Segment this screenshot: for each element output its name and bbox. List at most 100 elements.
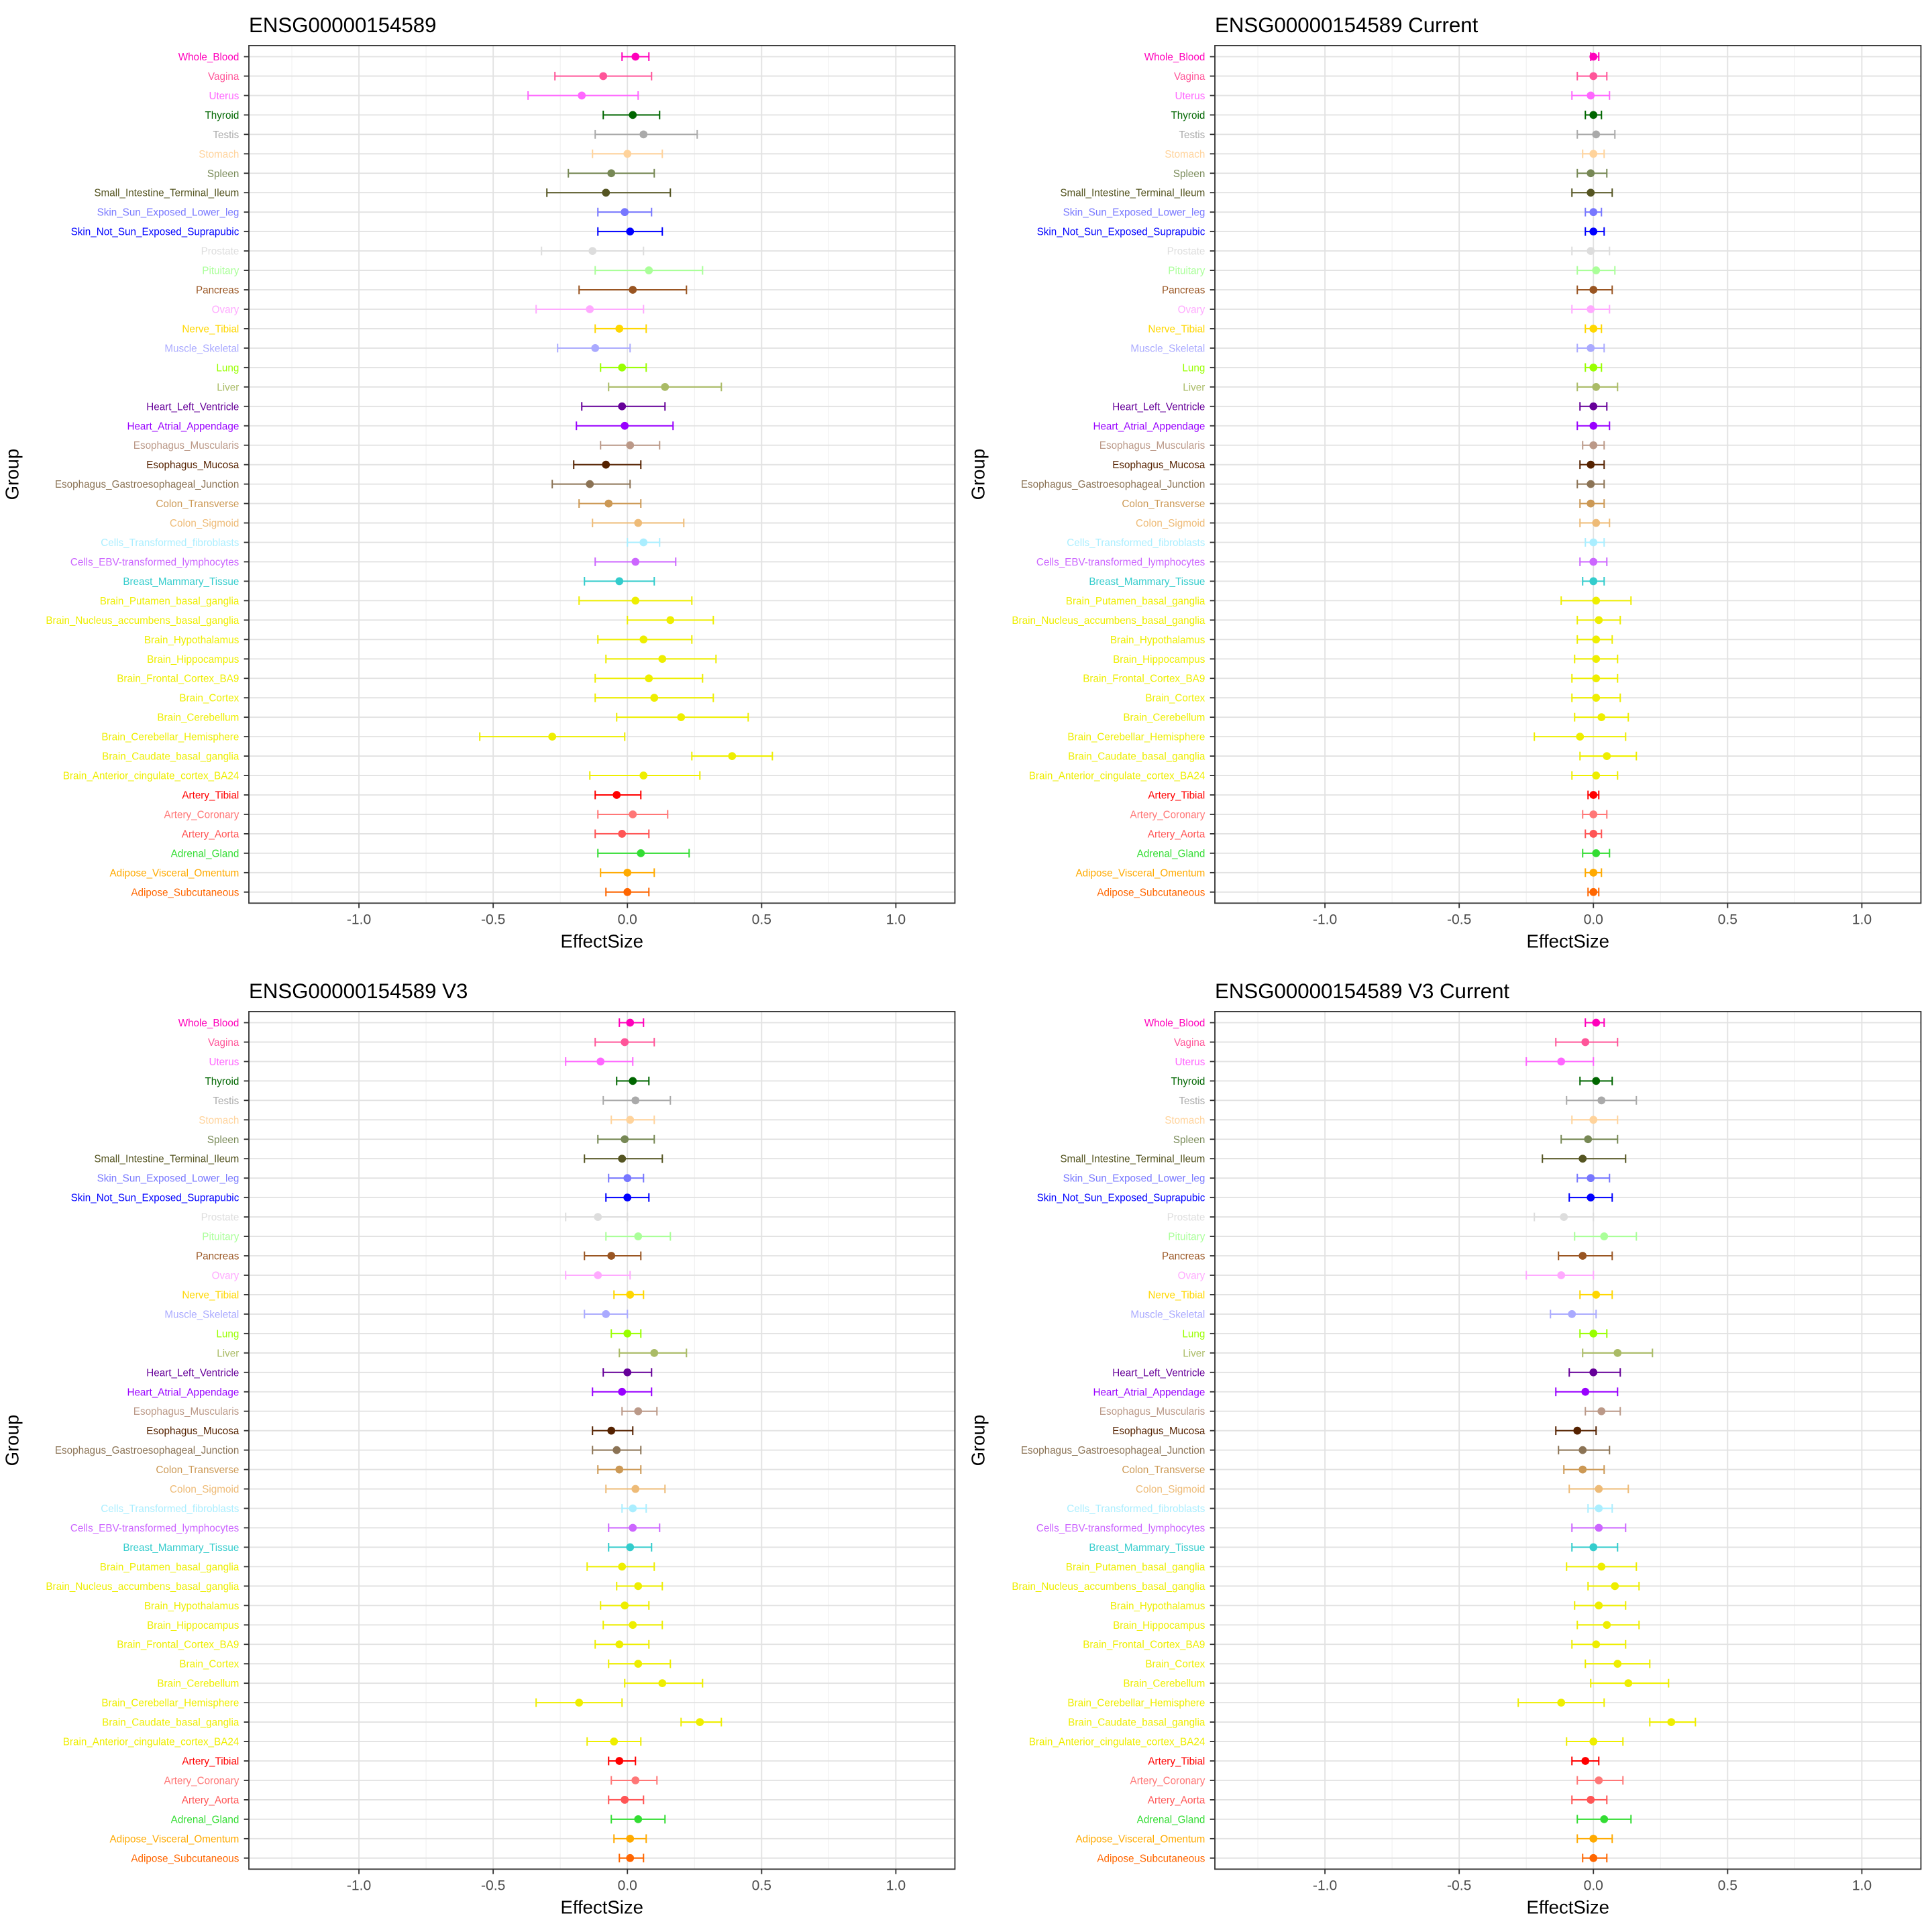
group-label: Pituitary [1168,1232,1205,1243]
effect-point [1611,1582,1619,1591]
group-label: Brain_Caudate_basal_ganglia [102,751,239,763]
group-label: Cells_EBV-transformed_lymphocytes [70,1523,239,1534]
effect-point [1589,1854,1598,1862]
effect-point [1597,1562,1606,1571]
effect-point [623,1174,632,1183]
effect-point [1589,111,1598,119]
effect-point [607,1252,616,1260]
effect-point [1589,830,1598,838]
effect-point [1589,1368,1598,1377]
group-label: Ovary [212,1270,239,1281]
effect-point [615,1465,624,1474]
x-tick-label: 1.0 [886,912,906,928]
effect-point [623,1193,632,1202]
effect-point [1592,1640,1601,1649]
effect-point [1581,1038,1590,1046]
group-label: Spleen [1173,1134,1205,1146]
effect-point [1589,286,1598,294]
group-label: Vagina [1174,71,1205,83]
effect-point [1578,1155,1587,1163]
effect-point [596,1057,605,1066]
effect-point [1592,382,1601,391]
effect-point [1592,1018,1601,1027]
effect-point [728,752,737,760]
group-label: Esophagus_Mucosa [1112,1426,1205,1437]
group-label: Testis [213,129,239,141]
group-label: Esophagus_Gastroesophageal_Junction [55,479,239,490]
effect-point [594,1213,602,1221]
effect-point [650,694,659,702]
group-label: Esophagus_Gastroesophageal_Junction [1021,479,1205,490]
group-label: Brain_Hypothalamus [144,635,239,646]
panel-title: ENSG00000154589 V3 [249,979,468,1003]
group-label: Brain_Frontal_Cortex_BA9 [117,674,239,685]
effect-point [1595,616,1603,625]
group-label: Thyroid [1171,110,1205,121]
effect-point [629,1504,637,1513]
group-label: Skin_Sun_Exposed_Lower_leg [1063,207,1205,219]
group-label: Artery_Aorta [1148,828,1205,840]
group-label: Lung [1182,362,1205,374]
effect-point [1587,344,1595,352]
plot-border [1214,45,1922,904]
group-label: Liver [217,1348,239,1359]
effect-point [631,596,640,605]
effect-point [594,1271,602,1279]
effect-point [1587,247,1595,255]
group-label: Skin_Sun_Exposed_Lower_leg [1063,1173,1205,1185]
group-label: Brain_Hippocampus [147,654,239,665]
effect-point [658,1679,667,1688]
plot-background [249,45,955,904]
effect-point [1576,733,1585,741]
group-label: Brain_Anterior_cingulate_cortex_BA24 [1029,771,1205,782]
group-label: Cells_EBV-transformed_lymphocytes [1036,557,1205,568]
effect-point [623,888,632,896]
effect-point [1600,1232,1609,1240]
x-tick-label: -1.0 [347,1878,371,1894]
effect-point [631,52,640,61]
effect-point [612,791,621,799]
effect-point [1592,635,1601,644]
effect-point [1589,227,1598,236]
group-label: Artery_Coronary [164,1775,239,1786]
x-tick-label: -0.5 [1447,912,1471,928]
effect-point [578,91,586,100]
effect-point [639,771,648,780]
effect-point [588,247,597,255]
effect-point [1589,363,1598,372]
x-axis-label: EffectSize [1526,1896,1609,1917]
effect-point [645,674,653,683]
effect-point [1589,810,1598,818]
effect-point [1589,791,1598,799]
x-tick-label: -0.5 [481,912,505,928]
effect-point [1624,1679,1633,1688]
group-label: Adipose_Subcutaneous [131,1853,239,1864]
effect-point [626,1291,635,1299]
group-label: Brain_Cerebellar_Hemisphere [1067,732,1205,743]
effect-point [602,1310,610,1318]
effect-point [631,1096,640,1105]
group-label: Breast_Mammary_Tissue [1089,1542,1205,1554]
group-label: Cells_EBV-transformed_lymphocytes [1036,1523,1205,1534]
group-label: Colon_Transverse [1122,498,1205,510]
effect-point [621,1135,629,1144]
effect-point [615,577,624,586]
plot-border [248,1011,956,1870]
effect-point [615,325,624,333]
group-label: Spleen [207,1134,239,1146]
effect-point [1587,189,1595,197]
effect-point [631,557,640,566]
x-tick-label: 0.5 [1718,1878,1737,1894]
effect-point [1592,694,1601,702]
effect-point [607,1426,616,1435]
effect-point [1592,1291,1601,1299]
effect-point [1589,557,1598,566]
effect-point [634,1407,643,1415]
effect-point [631,1776,640,1784]
effect-point [618,1155,627,1163]
effect-point [631,1485,640,1493]
effect-point [1592,655,1601,663]
group-label: Ovary [1178,1270,1205,1281]
effect-point [612,1446,621,1454]
